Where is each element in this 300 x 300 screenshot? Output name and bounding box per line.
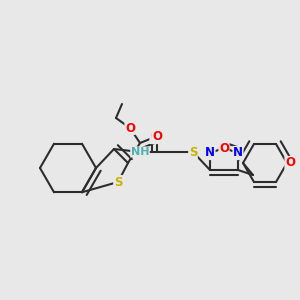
Text: O: O	[150, 130, 160, 143]
Text: NH: NH	[131, 147, 149, 157]
Text: S: S	[114, 176, 122, 188]
Text: O: O	[152, 130, 162, 143]
Text: N: N	[205, 146, 215, 160]
Text: O: O	[285, 157, 295, 169]
Text: N: N	[233, 146, 243, 160]
Text: O: O	[219, 142, 229, 154]
Text: O: O	[125, 122, 135, 134]
Text: S: S	[189, 146, 197, 158]
